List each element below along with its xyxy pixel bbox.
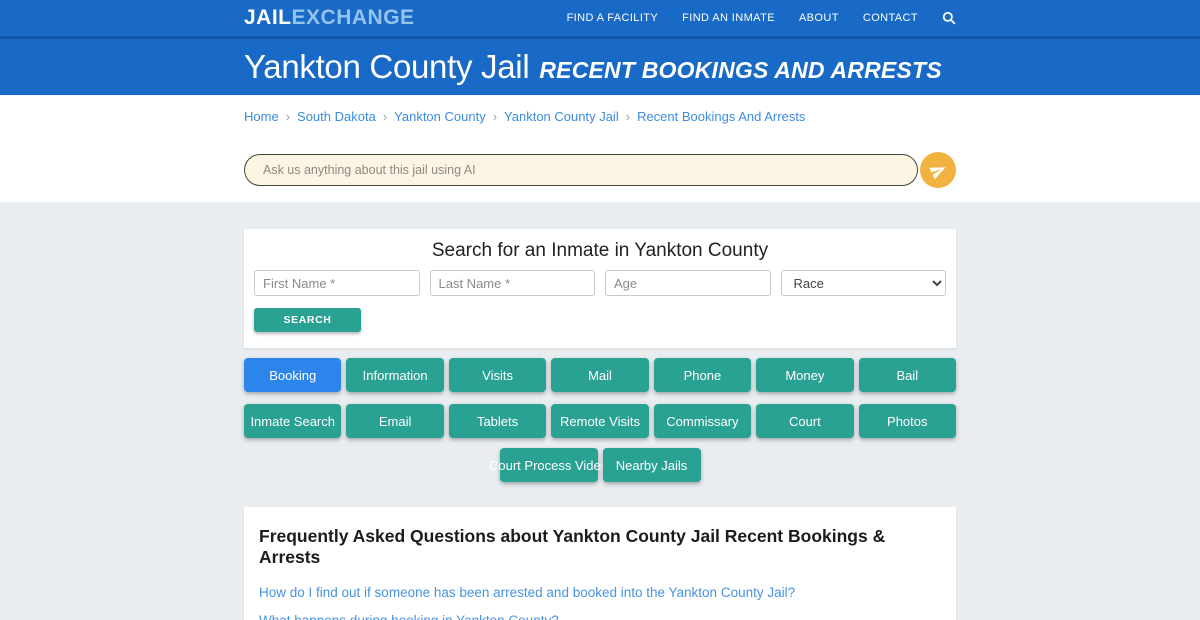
breadcrumb-yankton-county[interactable]: Yankton County <box>394 109 486 124</box>
nav-contact[interactable]: CONTACT <box>862 12 918 24</box>
tab-visits[interactable]: Visits <box>448 358 547 392</box>
tab-tablets[interactable]: Tablets <box>448 404 547 438</box>
tab-booking[interactable]: Booking <box>244 358 342 392</box>
breadcrumb-recent-bookings[interactable]: Recent Bookings And Arrests <box>637 109 806 124</box>
race-select[interactable]: Race <box>780 270 946 296</box>
paper-plane-icon <box>928 166 946 179</box>
inmate-search-card: Search for an Inmate in Yankton County R… <box>244 229 956 348</box>
tab-commissary[interactable]: Commissary <box>653 404 752 438</box>
breadcrumb-home[interactable]: Home <box>244 109 279 124</box>
search-button[interactable]: SEARCH <box>254 308 361 332</box>
nav-about[interactable]: ABOUT <box>798 12 839 24</box>
breadcrumb-south-dakota[interactable]: South Dakota <box>297 109 376 124</box>
quick-links-row-3: Court Process Video Nearby Jails <box>244 448 956 482</box>
top-bar: JAILEXCHANGE FIND A FACILITY FIND AN INM… <box>0 0 1200 39</box>
quick-links-row-1: Booking Information Visits Mail Phone Mo… <box>244 358 956 392</box>
chevron-right-icon: › <box>285 109 291 124</box>
tab-email[interactable]: Email <box>346 404 444 438</box>
page-subtitle: RECENT BOOKINGS AND ARRESTS <box>539 57 942 83</box>
tab-remote-visits[interactable]: Remote Visits <box>551 404 649 438</box>
ai-search-row <box>244 152 956 188</box>
logo-text-jail: JAIL <box>244 6 292 29</box>
faq-title: Frequently Asked Questions about Yankton… <box>259 526 886 567</box>
logo-text-exchange: EXCHANGE <box>291 6 415 29</box>
tab-money[interactable]: Money <box>756 358 854 392</box>
tab-court[interactable]: Court <box>756 404 854 438</box>
ai-search-pill <box>244 154 918 186</box>
tab-nearby-jails[interactable]: Nearby Jails <box>602 448 701 482</box>
inmate-search-fields: Race <box>254 270 946 296</box>
age-field[interactable] <box>605 270 771 296</box>
first-name-field[interactable] <box>254 270 420 296</box>
faq-card: Frequently Asked Questions about Yankton… <box>244 507 956 620</box>
chevron-right-icon: › <box>382 109 388 124</box>
faq-question-booking-process[interactable]: What happens during booking in Yankton C… <box>259 613 941 620</box>
tab-inmate-search[interactable]: Inmate Search <box>244 404 342 438</box>
search-icon[interactable] <box>942 11 956 25</box>
tab-bail[interactable]: Bail <box>858 358 956 392</box>
tab-photos[interactable]: Photos <box>858 404 956 438</box>
nav-find-an-inmate[interactable]: FIND AN INMATE <box>682 12 775 24</box>
breadcrumb-yankton-county-jail[interactable]: Yankton County Jail <box>504 109 619 124</box>
tab-court-process-video[interactable]: Court Process Video <box>489 448 608 482</box>
breadcrumb: Home › South Dakota › Yankton County › Y… <box>244 109 956 124</box>
tab-information[interactable]: Information <box>346 358 444 392</box>
page-title: Yankton County Jail <box>244 48 530 85</box>
nav-find-a-facility[interactable]: FIND A FACILITY <box>566 12 659 24</box>
top-navigation: FIND A FACILITY FIND AN INMATE ABOUT CON… <box>567 11 956 25</box>
chevron-right-icon: › <box>492 109 498 124</box>
quick-links-row-2: Inmate Search Email Tablets Remote Visit… <box>244 404 956 438</box>
inmate-search-title: Search for an Inmate in Yankton County <box>431 240 769 261</box>
page-banner: Yankton County Jail RECENT BOOKINGS AND … <box>0 39 1200 95</box>
tab-mail[interactable]: Mail <box>551 358 649 392</box>
last-name-field[interactable] <box>429 270 595 296</box>
ai-send-button[interactable] <box>920 152 956 188</box>
breadcrumb-ai-section: Home › South Dakota › Yankton County › Y… <box>0 95 1200 202</box>
chevron-right-icon: › <box>625 109 631 124</box>
ai-search-input[interactable] <box>263 163 899 177</box>
faq-question-arrested-booked[interactable]: How do I find out if someone has been ar… <box>259 585 796 600</box>
site-logo[interactable]: JAILEXCHANGE <box>244 6 415 30</box>
tab-phone[interactable]: Phone <box>653 358 752 392</box>
